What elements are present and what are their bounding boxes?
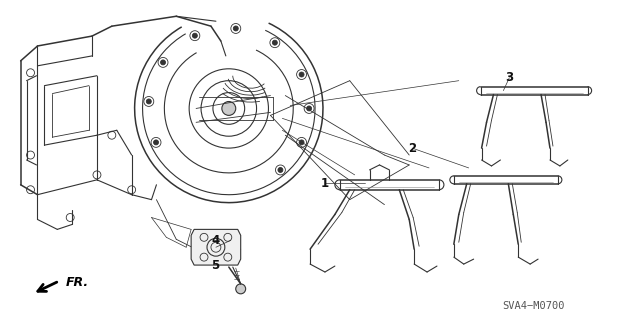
Circle shape	[299, 72, 304, 77]
Circle shape	[222, 101, 236, 115]
Polygon shape	[191, 229, 241, 265]
Text: SVA4−M0700: SVA4−M0700	[502, 301, 564, 311]
Text: 4: 4	[211, 234, 220, 247]
Circle shape	[193, 33, 197, 38]
Circle shape	[154, 140, 159, 145]
Circle shape	[147, 99, 151, 104]
Text: FR.: FR.	[66, 277, 90, 289]
Text: 5: 5	[211, 259, 220, 272]
Text: 2: 2	[408, 142, 416, 155]
Circle shape	[236, 284, 246, 294]
Text: 1: 1	[321, 177, 329, 190]
Circle shape	[299, 140, 304, 145]
Text: 3: 3	[505, 71, 513, 84]
Circle shape	[161, 60, 166, 65]
Circle shape	[234, 26, 238, 31]
Circle shape	[307, 106, 312, 111]
Circle shape	[278, 167, 283, 173]
Circle shape	[273, 40, 277, 45]
